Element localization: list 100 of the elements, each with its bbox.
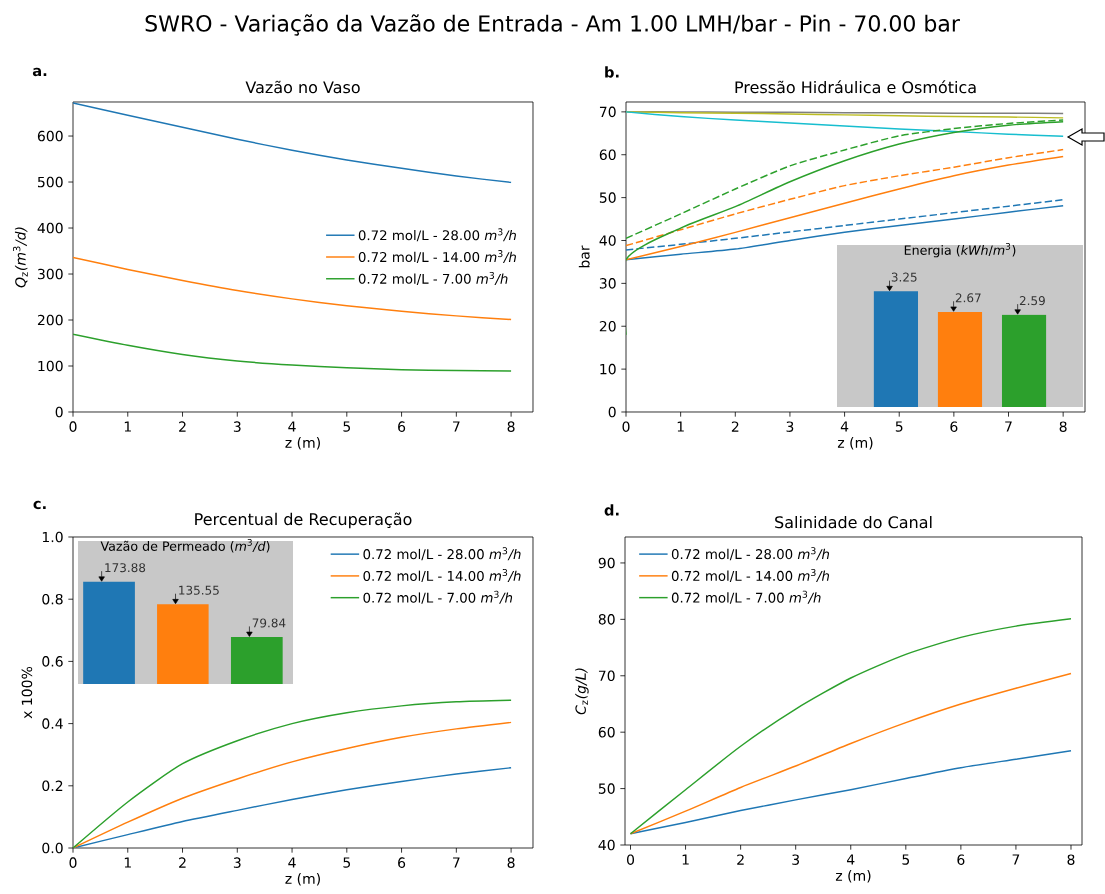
chart-title: Vazão no Vaso xyxy=(245,80,360,94)
y-axis-title: bar xyxy=(578,245,590,268)
line-series xyxy=(73,333,512,372)
x-tick-label: 4 xyxy=(288,857,296,868)
line-series xyxy=(629,672,1072,835)
y-tick-label: 40 xyxy=(598,839,615,851)
x-tick-label: 6 xyxy=(950,421,958,432)
x-tick-label: 0 xyxy=(69,857,77,868)
y-tick-label: 90 xyxy=(598,557,615,569)
line-series xyxy=(73,102,512,184)
x-tick-label: 5 xyxy=(902,854,910,865)
x-axis-title: z (m) xyxy=(835,870,871,883)
line-series xyxy=(626,155,1064,261)
line-series xyxy=(629,618,1072,835)
x-tick-label: 2 xyxy=(179,421,186,432)
y-tick-label: 20 xyxy=(599,320,616,332)
x-tick-label: 1 xyxy=(677,421,684,432)
text: b. xyxy=(605,66,619,78)
x-tick-label: 5 xyxy=(343,421,351,432)
y-tick-label: 70 xyxy=(599,106,616,118)
legend-label: 0.72 mol/L - 14.00 m$^{3}$/h xyxy=(358,250,516,264)
y-tick-label: 70 xyxy=(598,670,615,682)
x-axis-title: z (m) xyxy=(837,437,873,450)
x-tick-label: 8 xyxy=(507,857,515,868)
x-tick-label: 1 xyxy=(124,421,131,432)
x-tick-label: 7 xyxy=(1012,854,1020,865)
legend-label: 0.72 mol/L - 7.00 m$^{3}$/h xyxy=(363,590,513,604)
x-tick-label: 5 xyxy=(895,421,903,432)
y-tick-label: 0 xyxy=(55,406,63,418)
legend-label: 0.72 mol/L - 14.00 m$^{3}$/h xyxy=(671,568,830,582)
x-tick-label: 6 xyxy=(398,421,406,432)
data-label: 173.88 xyxy=(105,563,146,573)
chart-title: Salinidade do Canal xyxy=(775,515,932,529)
y-tick-label: 200 xyxy=(37,314,63,326)
y-tick-label: 60 xyxy=(599,149,616,161)
y-tick-label: 100 xyxy=(38,360,63,372)
data-label: 79.84 xyxy=(252,618,286,628)
x-tick-label: 0 xyxy=(622,421,630,432)
chart-title: Pressão Hidráulica e Osmótica xyxy=(735,80,976,94)
x-tick-label: 4 xyxy=(846,854,855,865)
x-tick-label: 4 xyxy=(840,421,849,432)
x-tick-label: 3 xyxy=(786,421,794,432)
y-tick-label: 80 xyxy=(598,614,615,625)
legend-label: 0.72 mol/L - 28.00 m$^{3}$/h xyxy=(358,228,516,242)
x-tick-label: 8 xyxy=(1059,421,1067,432)
y-tick-label: 0.8 xyxy=(42,593,63,605)
x-tick-label: 1 xyxy=(682,854,689,865)
x-tick-label: 4 xyxy=(288,421,296,432)
legend-label: 0.72 mol/L - 14.00 m$^{3}$/h xyxy=(363,569,521,583)
x-tick-label: 5 xyxy=(343,857,351,868)
chart-title: Energia (kWh/m$^{3}$) xyxy=(904,243,1016,258)
y-axis-title: Q$_{z}$(m$^{3}$/d) xyxy=(12,227,28,288)
line-series xyxy=(73,767,512,848)
x-tick-label: 8 xyxy=(507,421,515,432)
y-tick-label: 0.6 xyxy=(42,656,63,667)
x-tick-label: 2 xyxy=(179,857,186,868)
legend-label: 0.72 mol/L - 28.00 m$^{3}$/h xyxy=(671,547,830,561)
y-axis-title: C$_{z}$(g/L) xyxy=(575,668,589,715)
y-tick-label: 600 xyxy=(37,130,63,142)
x-tick-label: 7 xyxy=(1005,421,1012,432)
y-tick-label: 0 xyxy=(608,406,616,418)
y-tick-label: 60 xyxy=(598,726,615,738)
x-tick-label: 3 xyxy=(233,421,241,432)
y-tick-label: 50 xyxy=(598,783,615,794)
legend-label: 0.72 mol/L - 7.00 m$^{3}$/h xyxy=(358,271,508,285)
legend-label: 0.72 mol/L - 7.00 m$^{3}$/h xyxy=(671,590,821,604)
y-tick-label: 0.0 xyxy=(42,842,63,854)
x-tick-label: 6 xyxy=(957,854,965,865)
x-tick-label: 3 xyxy=(792,854,800,865)
chart-title: Vazão de Permeado (m$^{3}$/d) xyxy=(100,539,270,553)
x-axis-title: z (m) xyxy=(285,873,320,886)
x-axis-title: z (m) xyxy=(285,437,320,450)
y-tick-label: 0.2 xyxy=(42,780,63,792)
text: a. xyxy=(32,67,47,77)
line-series xyxy=(626,111,1064,138)
y-tick-label: 300 xyxy=(37,268,63,280)
text: SWRO - Variação da Vazão de Entrada - Am 1.00 LMH/bar - Pin - 70.00 bar xyxy=(145,14,960,36)
x-tick-label: 2 xyxy=(737,854,744,865)
data-label: 2.59 xyxy=(1019,296,1045,306)
y-tick-label: 50 xyxy=(599,192,616,203)
x-tick-label: 1 xyxy=(124,857,131,868)
x-tick-label: 6 xyxy=(398,857,406,868)
y-tick-label: 30 xyxy=(599,278,616,289)
y-tick-label: 0.4 xyxy=(42,718,63,729)
y-tick-label: 40 xyxy=(599,235,616,246)
x-tick-label: 7 xyxy=(453,857,460,868)
x-tick-label: 2 xyxy=(731,421,739,432)
x-tick-label: 7 xyxy=(453,421,460,432)
data-label: 3.25 xyxy=(891,272,917,282)
y-axis-title: x 100% xyxy=(21,666,33,719)
x-tick-label: 0 xyxy=(69,421,77,432)
y-tick-label: 1.0 xyxy=(42,531,63,543)
data-label: 2.67 xyxy=(955,293,981,303)
x-tick-label: 3 xyxy=(233,857,241,868)
x-tick-label: 0 xyxy=(626,854,635,865)
legend-label: 0.72 mol/L - 28.00 m$^{3}$/h xyxy=(363,547,521,561)
x-tick-label: 8 xyxy=(1067,854,1075,865)
text: d. xyxy=(604,504,619,516)
y-tick-label: 500 xyxy=(37,176,63,188)
data-label: 135.55 xyxy=(179,585,219,595)
